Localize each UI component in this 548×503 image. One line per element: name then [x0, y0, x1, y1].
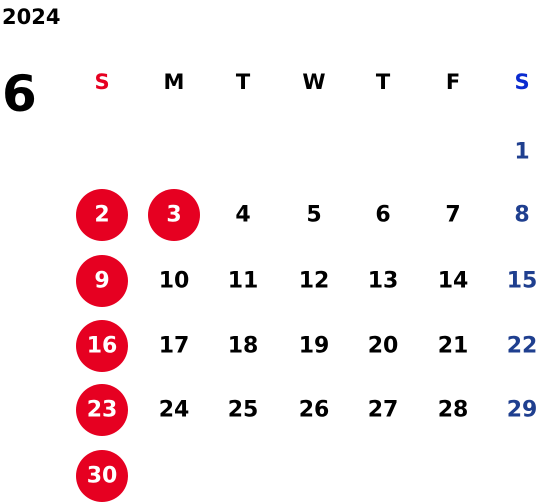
- weekday-label: S: [94, 70, 109, 94]
- day-number: 18: [228, 334, 259, 359]
- day-number: 14: [438, 269, 469, 294]
- year: 2024: [2, 5, 60, 29]
- day-number: 24: [159, 398, 190, 423]
- weekday-label: T: [236, 70, 251, 94]
- day-number: 30: [87, 464, 118, 489]
- day-number: 20: [368, 334, 399, 359]
- day-number: 12: [299, 269, 330, 294]
- holiday-circle: [148, 189, 200, 241]
- weekday-label: W: [302, 70, 325, 94]
- day-number: 2: [94, 203, 109, 228]
- day-number: 27: [368, 398, 399, 423]
- day-number: 22: [507, 334, 538, 359]
- day-number: 28: [438, 398, 469, 423]
- day-number: 10: [159, 269, 190, 294]
- day-number: 23: [87, 398, 118, 423]
- day-number: 13: [368, 269, 399, 294]
- day-number: 26: [299, 398, 330, 423]
- day-number: 17: [159, 334, 190, 359]
- holiday-circle: [76, 384, 128, 436]
- day-number: 11: [228, 269, 259, 294]
- day-number: 15: [507, 269, 538, 294]
- day-number: 16: [87, 334, 118, 359]
- weekday-label: S: [514, 70, 529, 94]
- day-number: 29: [507, 398, 538, 423]
- weekday-label: T: [376, 70, 391, 94]
- month: 6: [2, 65, 37, 123]
- day-number: 6: [375, 203, 390, 228]
- day-number: 19: [299, 334, 330, 359]
- holiday-circle: [76, 320, 128, 372]
- day-number: 9: [94, 269, 109, 294]
- day-number: 25: [228, 398, 259, 423]
- weekday-label: M: [164, 70, 185, 94]
- holiday-circle: [76, 255, 128, 307]
- day-number: 8: [514, 203, 529, 228]
- day-number: 3: [166, 203, 181, 228]
- day-number: 4: [235, 203, 250, 228]
- weekday-label: F: [446, 70, 460, 94]
- holiday-circle: [76, 189, 128, 241]
- day-number: 5: [306, 203, 321, 228]
- day-number: 21: [438, 334, 469, 359]
- day-number: 1: [514, 140, 529, 165]
- holiday-circle: [76, 450, 128, 502]
- day-number: 7: [445, 203, 460, 228]
